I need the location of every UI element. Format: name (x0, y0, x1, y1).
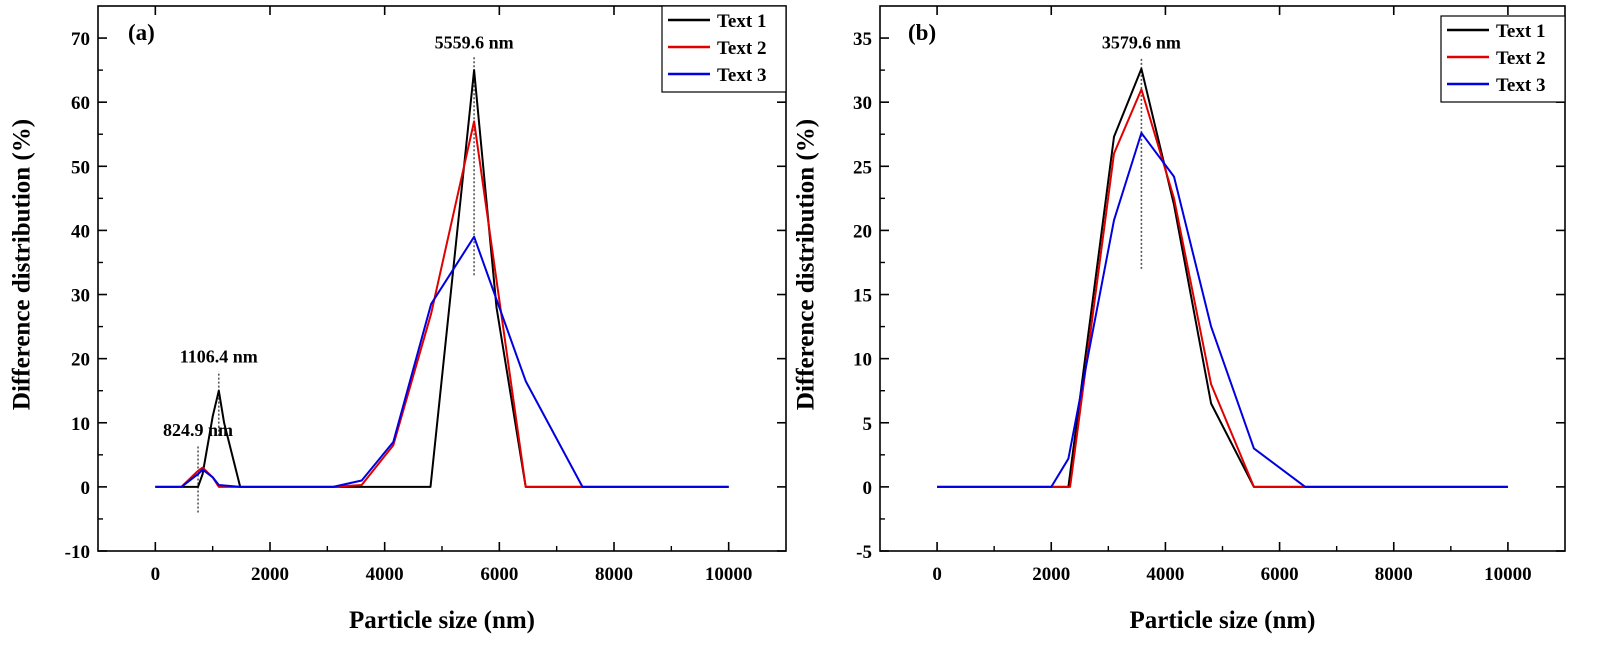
legend-label: Text 3 (1496, 75, 1545, 96)
y-tick-label: 60 (71, 93, 90, 114)
x-tick-label: 6000 (1261, 564, 1299, 585)
y-tick-label: 50 (71, 157, 90, 178)
y-tick-label: 10 (853, 350, 872, 371)
y-tick-label: 70 (71, 29, 90, 50)
y-tick-label: 0 (81, 478, 91, 499)
x-tick-label: 0 (932, 564, 942, 585)
x-axis-title: Particle size (nm) (349, 607, 535, 634)
legend-label: Text 3 (717, 65, 766, 86)
annotation-label: 5559.6 nm (435, 32, 514, 52)
y-tick-label: -5 (856, 542, 872, 563)
y-tick-label: 15 (853, 286, 872, 307)
y-tick-label: -10 (65, 542, 90, 563)
x-tick-label: 8000 (595, 564, 633, 585)
series-line-text-1 (937, 67, 1508, 488)
x-tick-label: 10000 (705, 564, 753, 585)
x-tick-label: 2000 (251, 564, 289, 585)
annotation-label: 3579.6 nm (1102, 32, 1181, 52)
y-tick-label: 25 (853, 157, 872, 178)
panel-label: (a) (128, 20, 155, 45)
x-tick-label: 0 (151, 564, 161, 585)
y-tick-label: 20 (71, 350, 90, 371)
legend-label: Text 2 (717, 38, 766, 59)
y-axis-title: Difference distribution (%) (9, 119, 36, 410)
y-tick-label: 30 (71, 286, 90, 307)
x-tick-label: 10000 (1484, 564, 1532, 585)
y-tick-label: 10 (71, 414, 90, 435)
series-line-text-3 (155, 235, 729, 488)
y-tick-label: 30 (853, 93, 872, 114)
x-tick-label: 4000 (1146, 564, 1184, 585)
panel-label: (b) (908, 20, 936, 45)
y-axis-title: Difference distribution (%) (793, 119, 820, 410)
chart-panel-a: 0 2000 4000 6000 8000 10000 -10 0 10 20 30 40 50 60 70… (9, 5, 787, 634)
y-tick-label: 20 (853, 221, 872, 242)
x-axis-title: Particle size (nm) (1129, 607, 1315, 634)
annotation-label: 824.9 nm (163, 420, 233, 440)
y-tick-label: 35 (853, 29, 872, 50)
x-tick-label: 8000 (1375, 564, 1413, 585)
chart-panel-b: 0 2000 4000 6000 8000 10000 -5 0 5 10 15 20 25 30 35 Pa… (793, 5, 1566, 634)
y-tick-label: 40 (71, 221, 90, 242)
x-tick-label: 4000 (366, 564, 404, 585)
y-tick-label: 0 (863, 478, 873, 499)
series-line-text-1 (155, 69, 729, 488)
legend-label: Text 2 (1496, 48, 1545, 69)
series-line-text-2 (937, 88, 1508, 488)
x-tick-label: 6000 (480, 564, 518, 585)
x-tick-label: 2000 (1032, 564, 1070, 585)
annotation-label: 1106.4 nm (180, 346, 258, 366)
series-line-text-2 (155, 120, 729, 488)
y-tick-label: 5 (863, 414, 873, 435)
legend-label: Text 1 (717, 11, 766, 32)
series-line-text-3 (937, 132, 1508, 488)
legend-label: Text 1 (1496, 21, 1545, 42)
